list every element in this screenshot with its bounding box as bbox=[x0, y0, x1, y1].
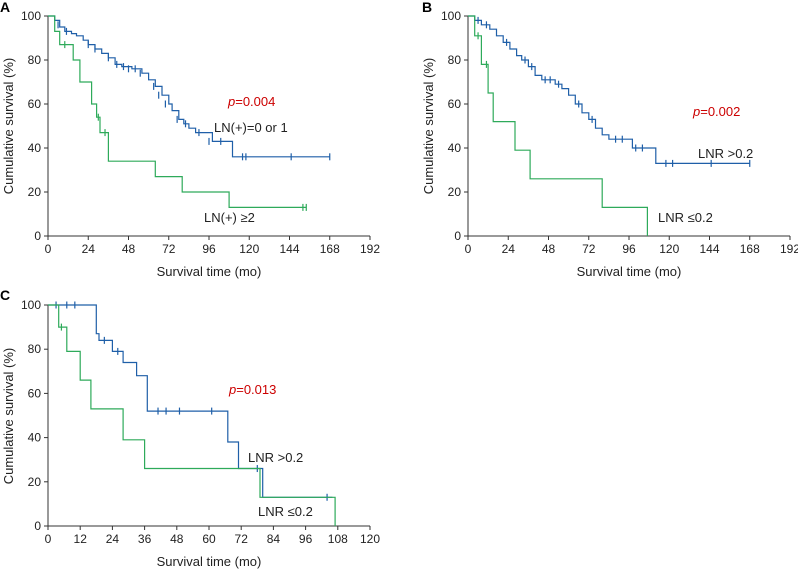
y-axis-title-c: Cumulative survival (%) bbox=[1, 348, 16, 485]
p-value-a: p=0.004 bbox=[227, 94, 275, 109]
y-tick-label: 20 bbox=[28, 475, 42, 489]
p-value-prefix: p bbox=[228, 382, 236, 397]
x-tick-label: 72 bbox=[162, 242, 176, 256]
panel-c: C Cumulative survival (%) Survival time … bbox=[0, 287, 380, 569]
x-tick-label: 96 bbox=[299, 532, 313, 546]
x-tick-label: 0 bbox=[465, 242, 472, 256]
x-tick-label: 36 bbox=[138, 532, 152, 546]
series-label-ln-0-or-1: LN(+)=0 or 1 bbox=[214, 120, 288, 135]
p-value-number: =0.004 bbox=[235, 94, 275, 109]
x-tick-label: 24 bbox=[502, 242, 516, 256]
p-value-number: =0.002 bbox=[700, 104, 740, 119]
x-axis-title-a: Survival time (mo) bbox=[157, 264, 262, 279]
survival-curve-series-0 bbox=[48, 304, 333, 498]
x-tick-label: 108 bbox=[328, 532, 348, 546]
x-tick-label: 72 bbox=[235, 532, 249, 546]
x-tick-label: 144 bbox=[279, 242, 299, 256]
y-tick-label: 20 bbox=[28, 185, 42, 199]
y-tick-label: 0 bbox=[454, 229, 461, 243]
y-axis-title-a: Cumulative survival (%) bbox=[1, 58, 16, 195]
y-tick-label: 80 bbox=[28, 53, 42, 67]
x-tick-label: 144 bbox=[699, 242, 719, 256]
x-tick-label: 192 bbox=[780, 242, 798, 256]
series-label-lnr-le-0-2-b: LNR ≤0.2 bbox=[658, 210, 713, 225]
x-tick-label: 24 bbox=[106, 532, 120, 546]
y-tick-label: 80 bbox=[448, 53, 462, 67]
y-tick-label: 100 bbox=[21, 9, 41, 23]
x-tick-label: 0 bbox=[45, 242, 52, 256]
x-tick-label: 168 bbox=[740, 242, 760, 256]
survival-curve-series-1 bbox=[48, 15, 307, 208]
panel-letter-a: A bbox=[0, 0, 10, 15]
p-value-number: =0.013 bbox=[236, 382, 276, 397]
y-tick-label: 0 bbox=[34, 229, 41, 243]
p-value-prefix: p bbox=[227, 94, 235, 109]
series-label-lnr-le-0-2-c: LNR ≤0.2 bbox=[258, 504, 313, 519]
x-tick-label: 120 bbox=[360, 532, 380, 546]
x-tick-label: 48 bbox=[122, 242, 136, 256]
y-tick-label: 40 bbox=[448, 141, 462, 155]
panel-letter-b: B bbox=[422, 0, 432, 15]
x-tick-label: 120 bbox=[239, 242, 259, 256]
x-tick-label: 96 bbox=[622, 242, 636, 256]
p-value-b: p=0.002 bbox=[692, 104, 740, 119]
y-tick-label: 80 bbox=[28, 342, 42, 356]
x-tick-label: 192 bbox=[360, 242, 380, 256]
x-axis-title-c: Survival time (mo) bbox=[157, 554, 262, 569]
panel-b: B Cumulative survival (%) Survival time … bbox=[421, 0, 798, 279]
y-tick-label: 0 bbox=[34, 519, 41, 533]
series-label-lnr-gt-0-2-b: LNR >0.2 bbox=[698, 146, 753, 161]
y-tick-label: 40 bbox=[28, 141, 42, 155]
y-tick-label: 100 bbox=[441, 9, 461, 23]
p-value-c: p=0.013 bbox=[228, 382, 276, 397]
series-label-lnr-gt-0-2-c: LNR >0.2 bbox=[248, 450, 303, 465]
x-tick-label: 60 bbox=[202, 532, 216, 546]
x-tick-label: 48 bbox=[542, 242, 556, 256]
x-tick-label: 120 bbox=[659, 242, 679, 256]
panel-a: A Cumulative survival (%) Survival time … bbox=[0, 0, 380, 279]
survival-curve-series-0 bbox=[468, 15, 750, 164]
x-tick-label: 168 bbox=[320, 242, 340, 256]
y-tick-label: 60 bbox=[28, 97, 42, 111]
x-tick-label: 0 bbox=[45, 532, 52, 546]
y-tick-label: 100 bbox=[21, 298, 41, 312]
p-value-prefix: p bbox=[692, 104, 700, 119]
x-tick-label: 96 bbox=[202, 242, 216, 256]
x-axis-title-b: Survival time (mo) bbox=[577, 264, 682, 279]
y-tick-label: 20 bbox=[448, 185, 462, 199]
y-tick-label: 60 bbox=[448, 97, 462, 111]
panel-letter-c: C bbox=[0, 287, 10, 303]
survival-curve-series-1 bbox=[48, 304, 336, 526]
x-tick-label: 12 bbox=[74, 532, 88, 546]
survival-curve-series-1 bbox=[468, 15, 648, 236]
survival-curve-series-0 bbox=[48, 15, 330, 158]
x-tick-label: 48 bbox=[170, 532, 184, 546]
x-tick-label: 72 bbox=[582, 242, 596, 256]
y-axis-title-b: Cumulative survival (%) bbox=[421, 58, 436, 195]
y-tick-label: 40 bbox=[28, 431, 42, 445]
series-label-ln-ge-2: LN(+) ≥2 bbox=[204, 210, 255, 225]
x-tick-label: 24 bbox=[82, 242, 96, 256]
y-tick-label: 60 bbox=[28, 386, 42, 400]
x-tick-label: 84 bbox=[267, 532, 281, 546]
